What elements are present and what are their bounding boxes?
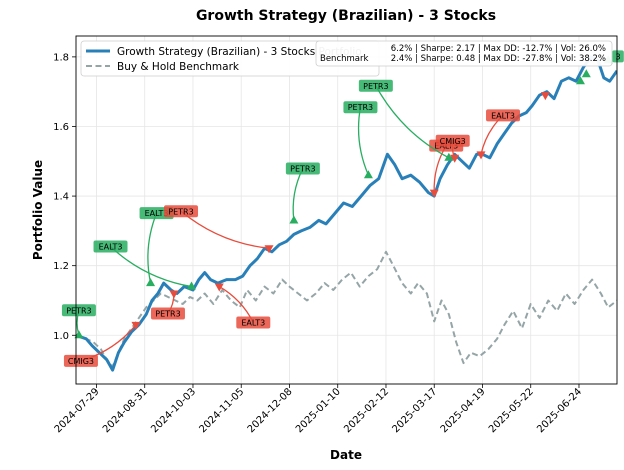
y-tick-label: 1.6 <box>53 122 69 133</box>
annotation-label: CMIG3 <box>440 137 466 146</box>
plot-frame <box>75 35 618 385</box>
stats-box: Benchmark 6.2% | Sharpe: 2.17 | Max DD: -… <box>315 40 613 67</box>
annotation-box <box>486 109 521 122</box>
buy-marker <box>74 330 84 339</box>
sell-marker <box>540 92 550 101</box>
annotation-arrow <box>357 107 370 176</box>
annotation-label: PETR3 <box>155 310 180 319</box>
annotation-arrow <box>110 246 192 288</box>
sell-marker <box>450 154 460 163</box>
annotation-box <box>150 307 185 320</box>
annotation-box <box>358 79 393 92</box>
annotation-label: PETR3 <box>290 164 315 173</box>
buy-marker <box>575 76 585 85</box>
annotation-box <box>343 101 378 114</box>
legend-label-strategy: Growth Strategy (Brazilian) - 3 Stocks P… <box>117 46 362 58</box>
y-tick-label: 1.8 <box>53 52 69 63</box>
annotation-label: EALT3 <box>491 111 515 120</box>
stats-line: 2.4% | Sharpe: 0.48 | Max DD: -27.8% | V… <box>391 54 606 64</box>
buy-marker <box>581 69 591 78</box>
buy-marker <box>187 281 197 290</box>
stats-line: 6.2% | Sharpe: 2.17 | Max DD: -12.7% | V… <box>391 44 606 54</box>
buy-marker <box>363 170 373 179</box>
series-layer <box>76 55 617 372</box>
annotation-label: PETR3 <box>168 207 193 216</box>
annotation-label: EALT3 <box>99 243 123 252</box>
y-axis-label: Portfolio Value <box>31 160 45 260</box>
y-tick-label: 1.0 <box>53 331 69 342</box>
annotation-box <box>61 304 96 317</box>
legend-label-benchmark: Buy & Hold Benchmark <box>117 61 240 73</box>
annotation-layer: CMIG3PETR3EALT3EALT3PETR3EALT3PETR3PETR3… <box>61 50 624 367</box>
x-axis-label: Date <box>330 448 362 462</box>
stats-peek: Benchmark <box>320 54 368 64</box>
annotation-label: EALT3 <box>241 319 265 328</box>
annotation-label: CMIG3 <box>68 357 94 366</box>
annotation-box <box>612 50 624 63</box>
annotation-box <box>236 316 271 329</box>
sell-marker <box>131 321 141 330</box>
annotation-label: 3 <box>615 52 620 61</box>
sell-marker <box>214 283 224 292</box>
stats-background <box>315 40 613 67</box>
y-tick-label: 1.4 <box>53 192 69 203</box>
annotation-box <box>435 134 470 147</box>
annotation-label: PETR3 <box>66 306 91 315</box>
strategy-line <box>76 55 617 372</box>
sell-marker <box>429 189 439 198</box>
annotation-box <box>285 162 320 175</box>
annotation-arrow <box>147 212 158 284</box>
buy-marker <box>146 278 156 287</box>
annotation-label: PETR3 <box>363 82 388 91</box>
y-tick-label: 1.2 <box>53 261 69 272</box>
annotation-arrow <box>375 85 450 159</box>
buy-marker <box>444 152 454 161</box>
benchmark-line <box>76 250 617 368</box>
annotation-arrow <box>180 210 270 249</box>
legend: Growth Strategy (Brazilian) - 3 Stocks P… <box>80 40 380 77</box>
sell-marker <box>476 151 486 160</box>
chart-title: Growth Strategy (Brazilian) - 3 Stocks <box>196 8 496 24</box>
annotation-box <box>93 240 128 253</box>
annotation-label: EALT3 <box>145 209 169 218</box>
sell-marker <box>264 245 274 254</box>
sell-marker <box>169 290 179 299</box>
annotation-label: PETR3 <box>348 103 373 112</box>
buy-marker <box>289 215 299 224</box>
annotation-box <box>164 205 199 218</box>
annotation-box <box>63 354 98 367</box>
